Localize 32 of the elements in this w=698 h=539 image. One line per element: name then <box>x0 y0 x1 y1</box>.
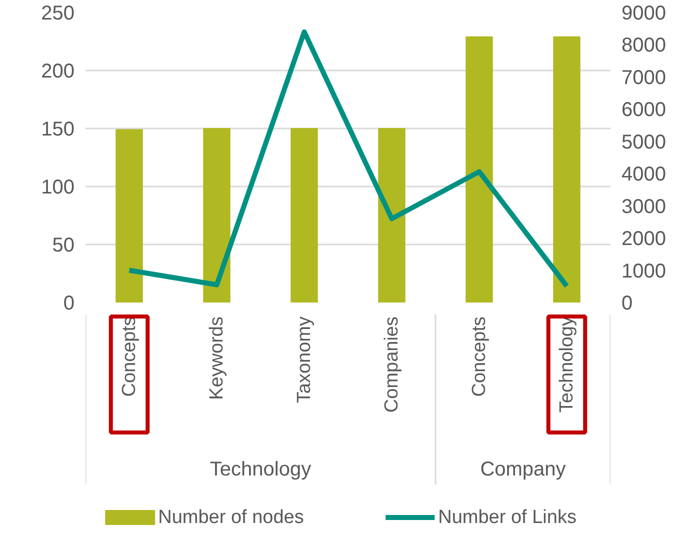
x-tick-label: Keywords <box>206 316 228 400</box>
y2-tick-label: 4000 <box>622 164 666 186</box>
x-tick-label: Concepts <box>468 316 490 397</box>
bar <box>203 128 230 302</box>
y2-tick-label: 8000 <box>622 34 666 57</box>
legend-label: Number of nodes <box>158 507 304 528</box>
x-tick-label: Companies <box>381 316 402 413</box>
y-tick-label: 0 <box>63 292 74 314</box>
bar <box>290 128 318 302</box>
y-tick-label: 50 <box>52 234 75 256</box>
bar <box>553 36 580 302</box>
x-tick-label: Taxonomy <box>294 316 315 404</box>
y2-tick-label: 2000 <box>622 228 666 250</box>
y2-tick-label: 1000 <box>622 260 666 282</box>
text: Technology <box>210 458 312 480</box>
y2-tick-label: 7000 <box>622 66 666 89</box>
text: Company <box>480 458 566 480</box>
y2-tick-label: 6000 <box>622 99 666 122</box>
bar <box>378 128 406 302</box>
y2-tick-label: 9000 <box>622 2 666 24</box>
y-tick-label: 250 <box>41 2 75 24</box>
x-tick-label: Technology <box>556 316 578 413</box>
legend-label: Number of Links <box>438 507 576 528</box>
y-tick-label: 150 <box>41 118 75 140</box>
bar <box>116 129 143 302</box>
y-tick-label: 100 <box>41 176 75 198</box>
bar <box>466 36 493 302</box>
y2-tick-label: 5000 <box>622 131 666 154</box>
y2-tick-label: 3000 <box>622 196 666 218</box>
y2-tick-label: 0 <box>622 292 633 314</box>
y-tick-label: 200 <box>41 60 75 82</box>
x-tick-label: Concepts <box>118 316 140 397</box>
